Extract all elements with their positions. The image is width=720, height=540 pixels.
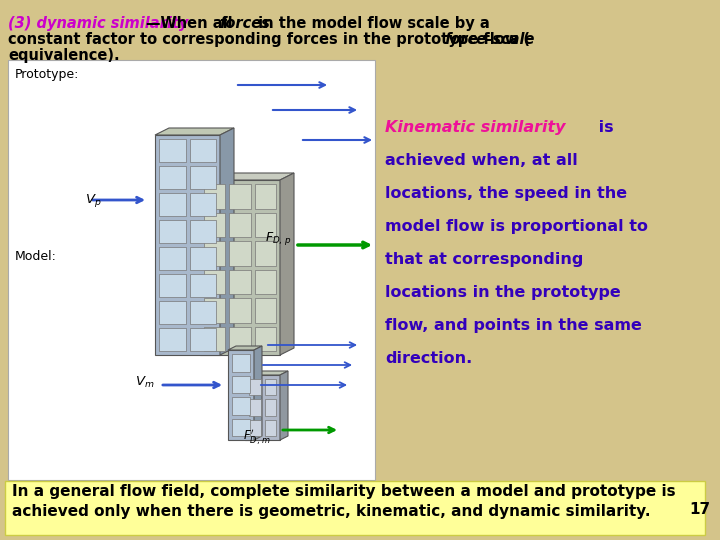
Bar: [245, 375, 280, 440]
Bar: [204, 241, 225, 266]
Polygon shape: [155, 128, 234, 135]
Text: forces: forces: [219, 16, 270, 31]
Text: is: is: [593, 120, 613, 135]
Bar: [249, 420, 261, 436]
Bar: [255, 269, 276, 294]
Bar: [255, 241, 276, 266]
Bar: [159, 220, 186, 243]
Bar: [204, 213, 225, 237]
Bar: [204, 298, 225, 322]
Bar: [230, 269, 251, 294]
Bar: [230, 298, 251, 322]
Text: —When all: —When all: [146, 16, 238, 31]
Bar: [204, 269, 225, 294]
Text: direction.: direction.: [385, 351, 472, 366]
Text: $V_m$: $V_m$: [135, 375, 154, 390]
Polygon shape: [220, 128, 234, 355]
Bar: [189, 220, 216, 243]
Bar: [159, 274, 186, 297]
Bar: [249, 400, 261, 416]
Text: constant factor to corresponding forces in the prototype flow (: constant factor to corresponding forces …: [8, 32, 530, 47]
Text: achieved only when there is geometric, kinematic, and dynamic similarity.: achieved only when there is geometric, k…: [12, 504, 650, 519]
Bar: [159, 166, 186, 189]
Bar: [189, 193, 216, 216]
Bar: [249, 379, 261, 395]
Bar: [230, 184, 251, 208]
Bar: [159, 139, 186, 162]
Bar: [264, 379, 276, 395]
Bar: [264, 420, 276, 436]
Bar: [230, 213, 251, 237]
Polygon shape: [280, 371, 288, 440]
Bar: [159, 328, 186, 351]
Bar: [159, 247, 186, 270]
Bar: [159, 193, 186, 216]
Text: $F^{\prime}_{D,\, m}$: $F^{\prime}_{D,\, m}$: [243, 428, 271, 447]
Bar: [232, 418, 250, 436]
Bar: [204, 327, 225, 351]
Polygon shape: [228, 346, 262, 350]
Bar: [189, 247, 216, 270]
Text: 17: 17: [689, 503, 710, 517]
Text: that at corresponding: that at corresponding: [385, 252, 583, 267]
Text: (3) dynamic similarity: (3) dynamic similarity: [8, 16, 189, 31]
Polygon shape: [200, 173, 294, 180]
Bar: [255, 298, 276, 322]
Text: $V_p$: $V_p$: [85, 192, 102, 209]
Bar: [230, 241, 251, 266]
Bar: [189, 166, 216, 189]
Bar: [255, 184, 276, 208]
Bar: [189, 301, 216, 324]
Bar: [204, 184, 225, 208]
Text: Kinematic similarity: Kinematic similarity: [385, 120, 565, 135]
Text: Prototype:: Prototype:: [15, 68, 79, 81]
Text: force-scale: force-scale: [444, 32, 534, 47]
Bar: [255, 213, 276, 237]
Text: equivalence).: equivalence).: [8, 48, 120, 63]
Bar: [155, 135, 220, 355]
Bar: [8, 60, 375, 480]
Text: $F_{D,\, p}$: $F_{D,\, p}$: [265, 230, 292, 247]
Text: in the model flow scale by a: in the model flow scale by a: [253, 16, 490, 31]
Text: In a general flow field, complete similarity between a model and prototype is: In a general flow field, complete simila…: [12, 484, 675, 499]
Bar: [189, 139, 216, 162]
Bar: [200, 180, 280, 355]
Bar: [5, 481, 705, 535]
Bar: [264, 400, 276, 416]
Bar: [232, 354, 250, 372]
Bar: [228, 350, 254, 440]
Polygon shape: [280, 173, 294, 355]
Bar: [159, 301, 186, 324]
Bar: [232, 375, 250, 393]
Bar: [189, 274, 216, 297]
Text: achieved when, at all: achieved when, at all: [385, 153, 577, 168]
Text: Model:: Model:: [15, 250, 57, 263]
Text: locations in the prototype: locations in the prototype: [385, 285, 621, 300]
Text: model flow is proportional to: model flow is proportional to: [385, 219, 648, 234]
Bar: [232, 397, 250, 415]
Bar: [230, 327, 251, 351]
Polygon shape: [254, 346, 262, 440]
Bar: [255, 327, 276, 351]
Bar: [189, 328, 216, 351]
Text: flow, and points in the same: flow, and points in the same: [385, 318, 642, 333]
Polygon shape: [245, 371, 288, 375]
Text: locations, the speed in the: locations, the speed in the: [385, 186, 627, 201]
